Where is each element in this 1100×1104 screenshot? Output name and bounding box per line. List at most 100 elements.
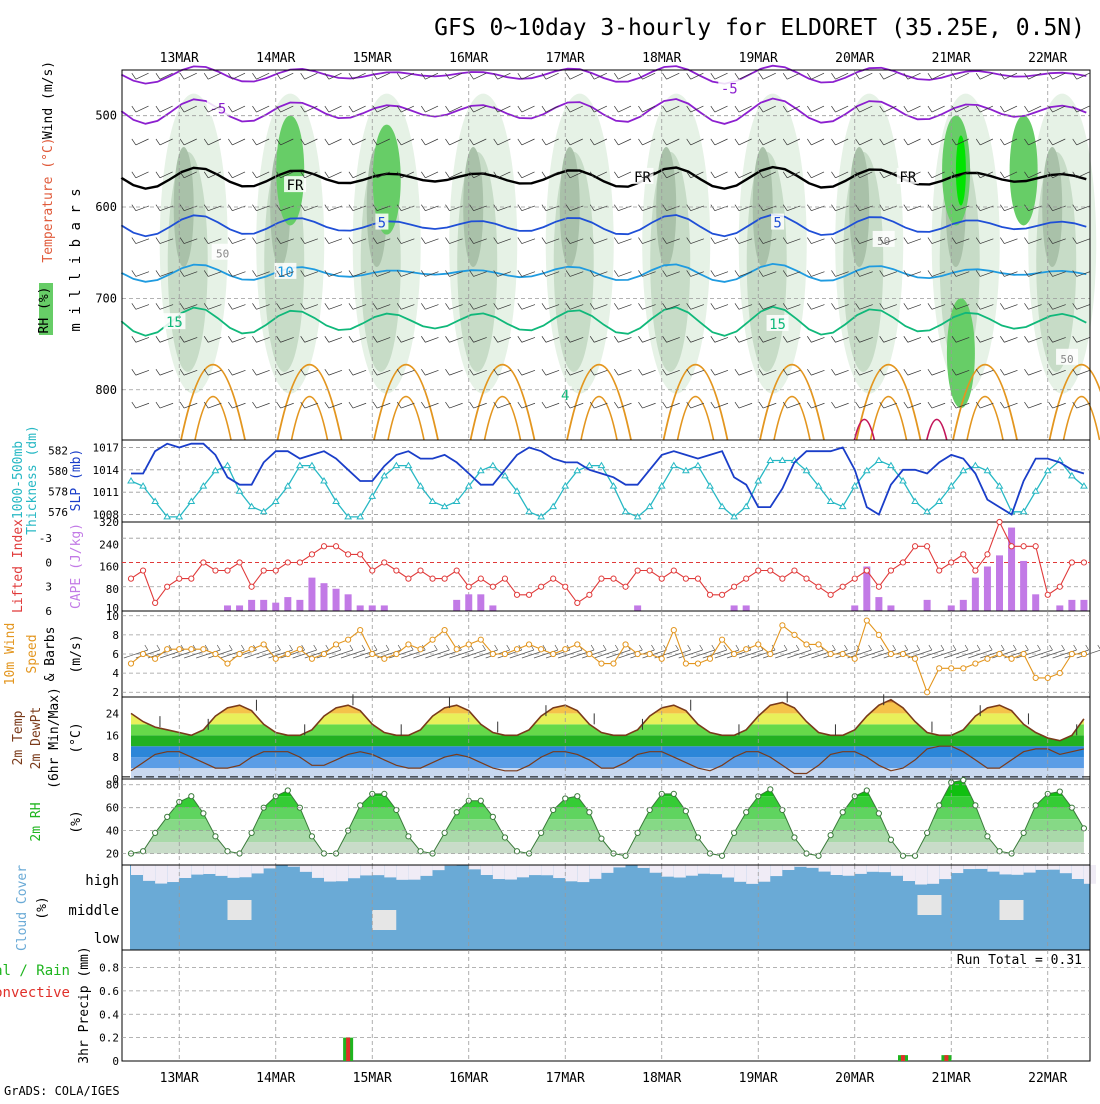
lifted-index-line-point [623, 584, 628, 589]
lifted-index-line-point [394, 568, 399, 573]
wind-speed-line-point [623, 642, 628, 647]
lifted-index-line-point [225, 568, 230, 573]
rh-line-point [140, 849, 145, 854]
rh-line-point [1081, 826, 1086, 831]
cloud-gap-high [975, 865, 987, 869]
rh-line-point [418, 849, 423, 854]
wind-speed-line-point [526, 642, 531, 647]
cloud-gap-high [493, 865, 505, 879]
lifted-index-line-point [442, 576, 447, 581]
wind-speed-line-point [177, 647, 182, 652]
rh-tick: 80 [106, 779, 119, 792]
wind-speed-line-point [502, 651, 507, 656]
wind-speed-line-point [816, 642, 821, 647]
lifted-index-line-point [153, 600, 158, 605]
wind-speed-line-point [551, 651, 556, 656]
rh-shade-dark [1042, 147, 1062, 267]
rh-line-point [840, 810, 845, 815]
lifted-index-line-point [912, 544, 917, 549]
temp-band [122, 735, 1090, 746]
surface-wind-barb [341, 645, 365, 658]
rh-line-point [394, 807, 399, 812]
lifted-index-line-point [695, 576, 700, 581]
wind-speed-line-point [611, 661, 616, 666]
surface-wind-barb [1077, 645, 1100, 658]
cloud-gap-high [589, 865, 601, 879]
slp-frame [122, 440, 1090, 522]
lifted-index-line-point [128, 576, 133, 581]
li-tick: 3 [45, 581, 52, 594]
wind-speed-line-point [876, 632, 881, 637]
wind-tick: 10 [106, 610, 119, 623]
cape-tick: 240 [99, 538, 119, 551]
wind-speed-line-point [575, 642, 580, 647]
cloud-gap-high [1048, 865, 1060, 870]
thickness-line-point [743, 504, 749, 509]
wind-speed-line-point [961, 666, 966, 671]
rh-line-point [165, 814, 170, 819]
cape-bar [634, 605, 641, 611]
wind-speed-line-point [840, 651, 845, 656]
lifted-index-line-point [333, 544, 338, 549]
lifted-index-line-point [478, 576, 483, 581]
wind-speed-line-point [309, 656, 314, 661]
cloud-gap-high [167, 865, 179, 882]
wind-speed-line-point [213, 651, 218, 656]
wind-speed-line-point [201, 647, 206, 652]
surface-wind-barb [860, 645, 884, 658]
wind-speed-line-point [321, 651, 326, 656]
lifted-index-line-point [683, 576, 688, 581]
wind-speed-line-point [852, 656, 857, 661]
lifted-index-line-point [647, 568, 652, 573]
cape-bar [1056, 605, 1063, 611]
wind-speed-line-point [671, 628, 676, 633]
rh-line-point [828, 833, 833, 838]
cloud-gap-high [601, 865, 613, 873]
thickness-tick: 578 [48, 485, 68, 498]
lifted-index-line-point [1045, 592, 1050, 597]
lifted-index-line-point [514, 592, 519, 597]
cloud-gap-high [746, 865, 758, 884]
rh-line-point [973, 803, 978, 808]
date-label-bottom: 19MAR [739, 1071, 778, 1086]
wind-tick: 4 [112, 667, 119, 680]
cloud-gap-middle [228, 900, 252, 920]
wind-speed-line-point [539, 647, 544, 652]
contour-label: 15 [166, 315, 183, 331]
wind-speed-line-point [285, 651, 290, 656]
footer-credit: GrADS: COLA/IGES [4, 1084, 120, 1098]
cloud-gap-high [529, 865, 541, 875]
surface-wind-barb [425, 645, 449, 658]
precip-frame [122, 950, 1090, 1061]
wind-speed-line-point [406, 642, 411, 647]
wind-tick: 8 [112, 629, 119, 642]
lifted-index-line-point [768, 568, 773, 573]
thickness-line-point [225, 463, 231, 468]
rh-band [122, 796, 1090, 807]
rh-band [122, 831, 1090, 842]
surface-wind-barb [848, 645, 872, 658]
rh-line-point [792, 835, 797, 840]
thickness-line-point [526, 509, 532, 514]
wind-speed-line-point [937, 666, 942, 671]
lifted-index-line-point [563, 584, 568, 589]
precip-axis-label: 3hr Precip (mm) [77, 946, 92, 1063]
cape-bar [1080, 600, 1087, 611]
wind-speed-line-point [792, 632, 797, 637]
date-label-top: 22MAR [1028, 51, 1067, 66]
wind-label-2: Speed [25, 634, 40, 673]
cloud-gap-high [469, 865, 481, 869]
cloud-gap-high [179, 865, 191, 878]
precip-conv-bar [901, 1055, 905, 1061]
surface-wind-barb [208, 645, 232, 658]
wind-label-4: (m/s) [69, 634, 84, 673]
cloud-gap-high [348, 865, 360, 878]
lifted-index-line-point [406, 576, 411, 581]
cape-tick: 320 [99, 516, 119, 529]
rh-tick: 60 [106, 802, 119, 815]
cloud-gap-high [541, 865, 553, 875]
wind-speed-line-point [189, 647, 194, 652]
cloud-gap-high [1000, 865, 1012, 874]
cape-tick: 160 [99, 561, 119, 574]
